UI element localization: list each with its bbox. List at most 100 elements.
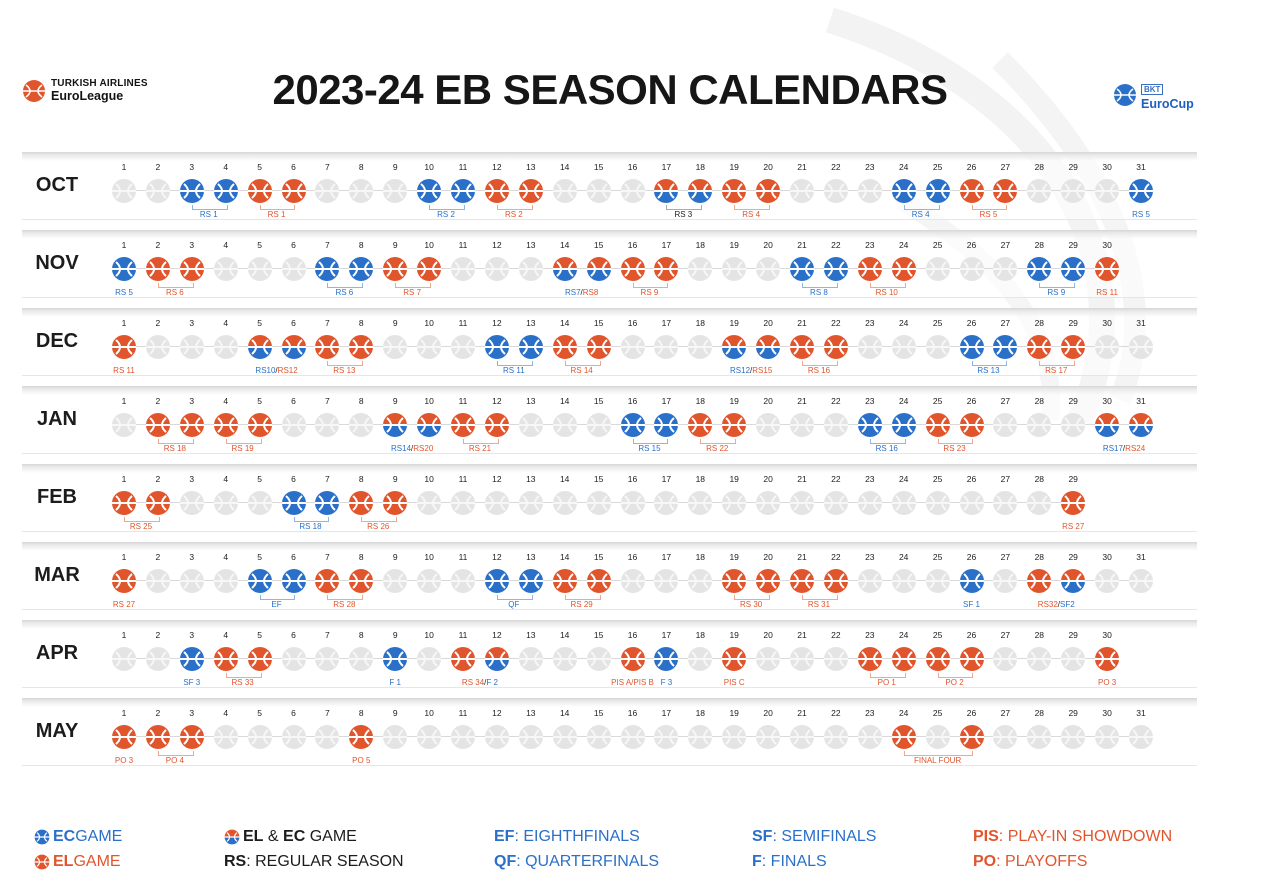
day-number: 12 xyxy=(492,162,502,172)
day-number: 17 xyxy=(661,240,672,250)
round-tag: RS 7 xyxy=(403,288,422,297)
el-game-ball-icon xyxy=(620,256,646,282)
ec-game-ball-icon xyxy=(450,178,476,204)
day-number: 22 xyxy=(831,162,841,172)
el-game-ball-icon xyxy=(145,256,171,282)
el-game-ball-icon xyxy=(1026,568,1052,594)
day-number: 4 xyxy=(223,162,229,172)
day-number: 24 xyxy=(898,396,909,406)
day-number: 1 xyxy=(121,630,127,640)
day-number: 31 xyxy=(1136,552,1146,562)
round-tag: RS14/RS20 xyxy=(391,444,433,453)
round-tag: RS 17 xyxy=(1045,366,1068,375)
round-tag: RS7/RS8 xyxy=(565,288,598,297)
day-number: 15 xyxy=(593,162,604,172)
empty-day-ball-icon xyxy=(620,724,646,750)
day-number: 3 xyxy=(189,162,195,172)
day-number: 23 xyxy=(865,396,875,406)
el-game-ball-icon xyxy=(213,412,239,438)
legend-sf: SF: SEMIFINALS xyxy=(752,828,876,846)
round-bracket xyxy=(157,751,194,756)
round-bracket xyxy=(496,361,533,366)
round-bracket xyxy=(869,283,906,288)
day-number: 4 xyxy=(223,396,229,406)
round-bracket xyxy=(327,595,364,600)
round-tag: RS 29 xyxy=(570,600,593,609)
day-number: 19 xyxy=(729,318,739,328)
day-number: 1 xyxy=(121,474,127,484)
day-number: 20 xyxy=(763,630,773,640)
empty-day-ball-icon xyxy=(992,412,1018,438)
empty-day-ball-icon xyxy=(281,256,307,282)
day-number: 24 xyxy=(898,474,909,484)
round-tag: RS 8 xyxy=(810,288,828,297)
day-number: 19 xyxy=(729,396,739,406)
empty-day-ball-icon xyxy=(416,568,442,594)
empty-day-ball-icon xyxy=(1026,412,1052,438)
legend-f: F: FINALS xyxy=(752,853,827,871)
empty-day-ball-icon xyxy=(857,724,883,750)
round-bracket xyxy=(971,205,1008,210)
day-number: 9 xyxy=(392,318,398,328)
day-number: 2 xyxy=(155,552,161,562)
empty-day-ball-icon xyxy=(281,646,307,672)
day-number: 17 xyxy=(661,708,672,718)
el-game-ball-icon xyxy=(314,568,340,594)
el-game-ball-icon xyxy=(959,178,985,204)
ec-game-ball-icon xyxy=(518,334,544,360)
empty-day-ball-icon xyxy=(484,724,510,750)
day-number: 4 xyxy=(223,552,229,562)
day-number: 31 xyxy=(1136,396,1146,406)
round-bracket xyxy=(802,283,838,288)
ec-game-ball-icon xyxy=(959,334,985,360)
round-tag: RS 11 xyxy=(503,366,525,375)
round-tag: PIS A/PIS B xyxy=(611,678,654,687)
empty-day-ball-icon xyxy=(586,178,612,204)
day-number: 8 xyxy=(358,162,364,172)
day-number: 5 xyxy=(257,240,262,250)
day-number: 7 xyxy=(325,630,330,640)
el-game-ball-icon xyxy=(314,334,340,360)
el-game-ball-icon xyxy=(111,490,137,516)
day-number: 31 xyxy=(1136,162,1146,172)
day-number: 8 xyxy=(358,318,364,328)
round-tag-part-a: RS32 xyxy=(1037,600,1058,609)
month-label: FEB xyxy=(37,486,77,508)
legend-sf-rest: : SEMIFINALS xyxy=(772,828,877,845)
round-bracket xyxy=(937,673,974,678)
round-tag: RS 28 xyxy=(333,600,356,609)
round-bracket xyxy=(802,361,838,366)
day-number: 5 xyxy=(257,552,262,562)
day-number: 30 xyxy=(1102,552,1112,562)
day-number: 1 xyxy=(121,396,127,406)
el-game-ball-icon xyxy=(484,412,510,438)
day-number: 3 xyxy=(189,396,195,406)
day-number: 19 xyxy=(729,708,739,718)
empty-day-ball-icon xyxy=(450,568,476,594)
ec-game-ball-icon xyxy=(348,256,374,282)
month-label: APR xyxy=(35,642,79,664)
empty-day-ball-icon xyxy=(518,724,544,750)
day-number: 27 xyxy=(1000,474,1011,484)
day-number: 21 xyxy=(797,240,807,250)
legend-ec-bold: EC xyxy=(53,828,76,845)
day-number: 11 xyxy=(458,630,468,640)
empty-day-ball-icon xyxy=(992,568,1018,594)
empty-day-ball-icon xyxy=(586,412,612,438)
day-number: 14 xyxy=(559,162,570,172)
day-number: 16 xyxy=(627,240,638,250)
day-number: 26 xyxy=(966,318,977,328)
round-tag: RS 2 xyxy=(504,210,523,219)
round-tag: RS 10 xyxy=(875,288,898,297)
el-game-ball-icon xyxy=(348,334,374,360)
day-number: 8 xyxy=(358,708,364,718)
empty-day-ball-icon xyxy=(382,334,408,360)
round-bracket xyxy=(225,673,262,678)
day-number: 19 xyxy=(729,630,739,640)
day-number: 18 xyxy=(695,552,706,562)
el-game-ball-icon xyxy=(1060,490,1086,516)
empty-day-ball-icon xyxy=(891,568,917,594)
round-bracket xyxy=(157,439,194,444)
day-number: 28 xyxy=(1034,162,1045,172)
day-number: 11 xyxy=(458,708,468,718)
